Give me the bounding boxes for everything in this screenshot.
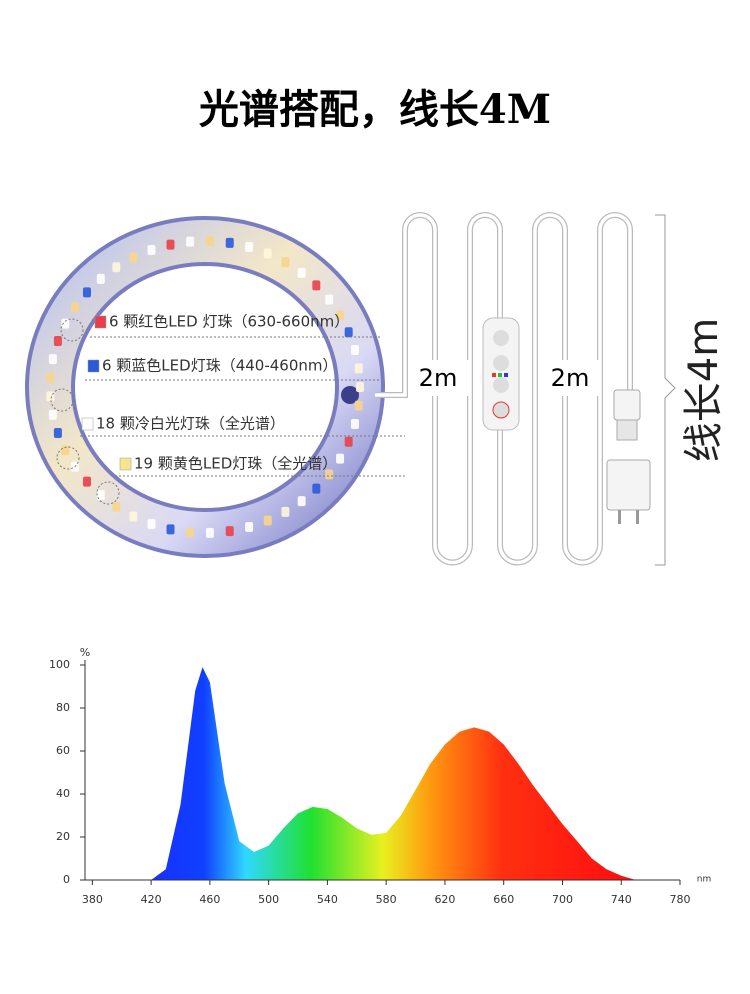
led-dot — [53, 428, 62, 439]
led-dot — [344, 327, 353, 338]
led-dot — [96, 273, 105, 284]
bracket — [655, 214, 676, 566]
x-tick-label: 380 — [82, 893, 103, 906]
led-dot — [166, 524, 175, 535]
led-dot — [336, 310, 345, 321]
ring-light — [25, 216, 385, 558]
led-dot — [325, 294, 334, 305]
led-dot — [205, 527, 214, 538]
led-dot — [61, 318, 70, 329]
led-dot — [281, 506, 290, 517]
segment-label: 2m — [419, 364, 458, 392]
power-adapter — [606, 459, 651, 524]
controller — [482, 317, 520, 431]
x-tick-label: 660 — [493, 893, 514, 906]
led-swatch — [81, 417, 94, 431]
led-dot — [354, 400, 363, 411]
led-dot — [46, 372, 55, 383]
spectrum-area — [151, 667, 636, 880]
led-dot — [336, 453, 345, 464]
label-bg — [540, 360, 600, 396]
led-label: 18 颗冷白光灯珠（全光谱） — [96, 415, 285, 433]
led-dot — [186, 236, 195, 247]
led-dot — [312, 483, 321, 494]
y-tick-label: 80 — [56, 701, 70, 714]
led-dot — [325, 469, 334, 480]
led-dot — [129, 511, 138, 522]
led-dot — [350, 344, 359, 355]
x-tick-label: 740 — [611, 893, 632, 906]
led-dot — [53, 335, 62, 346]
led-dot — [61, 445, 70, 456]
led-dot — [245, 521, 254, 532]
led-swatch — [87, 359, 100, 373]
led-dot — [96, 490, 105, 501]
x-tick-label: 540 — [317, 893, 338, 906]
led-dot — [166, 239, 175, 250]
total-length: 线长4m — [681, 318, 727, 462]
led-dot — [48, 354, 57, 365]
led-dot — [281, 257, 290, 268]
label-bg — [410, 360, 470, 396]
y-tick-label: 0 — [63, 873, 70, 886]
title: 光谱搭配，线长4M — [199, 86, 551, 133]
led-dot — [82, 476, 91, 487]
led-dot — [71, 302, 80, 313]
led-dot — [186, 527, 195, 538]
x-tick-label: 620 — [434, 893, 455, 906]
led-label: 6 颗蓝色LED灯珠（440-460nm） — [102, 357, 338, 375]
led-dot — [82, 287, 91, 298]
y-tick-label: 100 — [49, 658, 70, 671]
led-swatch — [94, 315, 107, 329]
spectrum-chart: 0 20 40 60 80 100 380 420 460 500 540 580 620 660 700 7… — [49, 646, 711, 906]
x-tick-label: 780 — [670, 893, 691, 906]
led-dot — [344, 436, 353, 447]
led-dot — [129, 252, 138, 263]
usb-plug — [613, 389, 641, 441]
led-swatch — [119, 457, 132, 471]
led-dot — [205, 236, 214, 247]
led-dot — [263, 248, 272, 259]
x-tick-label: 700 — [552, 893, 573, 906]
led-dot — [297, 496, 306, 507]
led-dot — [147, 244, 156, 255]
y-unit: % — [80, 646, 90, 659]
led-label: 6 颗红色LED 灯珠（630-660nm） — [109, 313, 349, 331]
x-tick-label: 420 — [141, 893, 162, 906]
led-dot — [48, 409, 57, 420]
x-unit: nm — [697, 875, 711, 885]
led-dot — [350, 419, 359, 430]
y-tick-label: 60 — [56, 744, 70, 757]
led-dot — [112, 262, 121, 273]
callouts — [50, 318, 405, 505]
led-dot — [112, 501, 121, 512]
led-dot — [245, 242, 254, 253]
led-dot — [263, 515, 272, 526]
led-dot — [147, 519, 156, 530]
led-dot — [225, 526, 234, 537]
led-dot — [356, 382, 364, 392]
led-dot — [297, 267, 306, 278]
led-dot — [312, 280, 321, 291]
y-tick-label: 40 — [56, 787, 70, 800]
x-tick-label: 460 — [199, 893, 220, 906]
cable — [375, 212, 633, 566]
x-tick-label: 500 — [258, 893, 279, 906]
led-dot — [225, 237, 234, 248]
led-dot — [354, 363, 363, 374]
led-label: 19 颗黄色LED灯珠（全光谱） — [134, 455, 337, 473]
segment-label: 2m — [551, 364, 590, 392]
y-tick-label: 20 — [56, 830, 70, 843]
x-tick-label: 580 — [376, 893, 397, 906]
